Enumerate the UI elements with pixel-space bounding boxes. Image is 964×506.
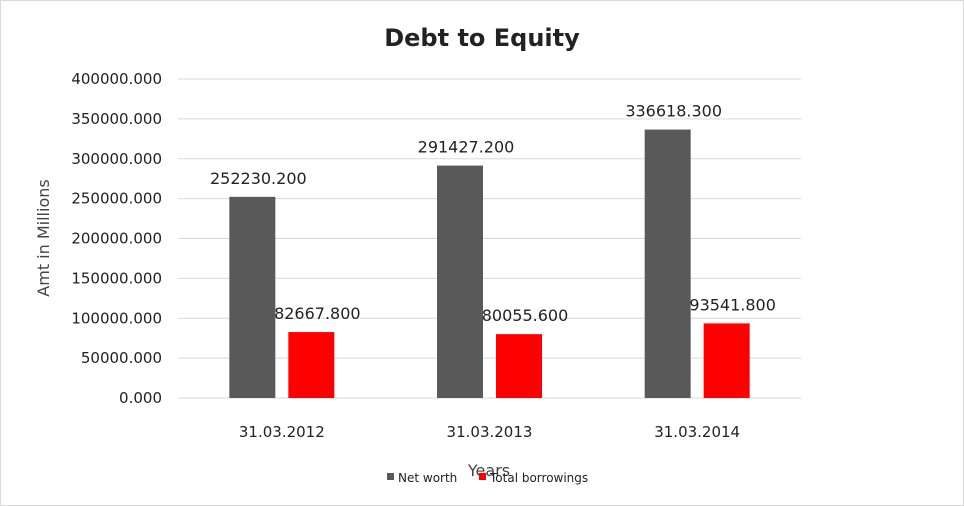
legend-swatch xyxy=(479,473,486,480)
data-label: 336618.300 xyxy=(625,102,722,121)
x-tick-label: 31.03.2013 xyxy=(447,423,533,441)
y-tick-label: 400000.000 xyxy=(71,70,162,88)
chart-title: Debt to Equity xyxy=(384,24,580,52)
legend-label: Total borrowings xyxy=(489,471,588,485)
x-tick-label: 31.03.2014 xyxy=(654,423,740,441)
bar-total-borrowings xyxy=(496,334,542,398)
legend-label: Net worth xyxy=(398,471,457,485)
bar-total-borrowings xyxy=(288,332,335,398)
y-tick-label: 150000.000 xyxy=(71,269,162,287)
bar-net-worth xyxy=(644,129,691,398)
bar-net-worth xyxy=(437,165,483,398)
y-tick-label: 350000.000 xyxy=(71,110,162,128)
gridlines xyxy=(178,78,801,399)
data-label: 252230.200 xyxy=(210,169,307,188)
bar-total-borrowings xyxy=(703,323,750,398)
legend-swatch xyxy=(387,473,394,480)
data-labels: 252230.200 82667.800 291427.200 80055.600 33… xyxy=(210,102,776,326)
x-axis-ticks: 31.03.2012 31.03.2013 31.03.2014 xyxy=(239,423,740,441)
legend-item-net-worth: Net worth xyxy=(387,471,457,485)
y-axis-label: Amt in Millions xyxy=(34,179,53,296)
y-tick-label: 300000.000 xyxy=(71,150,162,168)
y-axis-ticks: 0.000 50000.000 100000.000 150000.000 200000… xyxy=(71,70,162,407)
bars xyxy=(229,129,750,398)
x-axis-label: Years xyxy=(467,461,510,480)
legend-item-total-borrowings: Total borrowings xyxy=(479,471,588,485)
data-label: 291427.200 xyxy=(418,138,515,157)
data-label: 82667.800 xyxy=(274,304,361,323)
bar-net-worth xyxy=(229,196,276,398)
y-tick-label: 50000.000 xyxy=(81,349,162,367)
legend: Net worth Total borrowings xyxy=(387,471,588,485)
y-tick-label: 250000.000 xyxy=(71,190,162,208)
data-label: 93541.800 xyxy=(689,295,776,314)
y-tick-label: 100000.000 xyxy=(71,309,162,327)
data-label: 80055.600 xyxy=(482,306,569,325)
y-tick-label: 200000.000 xyxy=(71,230,162,248)
x-tick-label: 31.03.2012 xyxy=(239,423,325,441)
y-tick-label: 0.000 xyxy=(119,389,162,407)
